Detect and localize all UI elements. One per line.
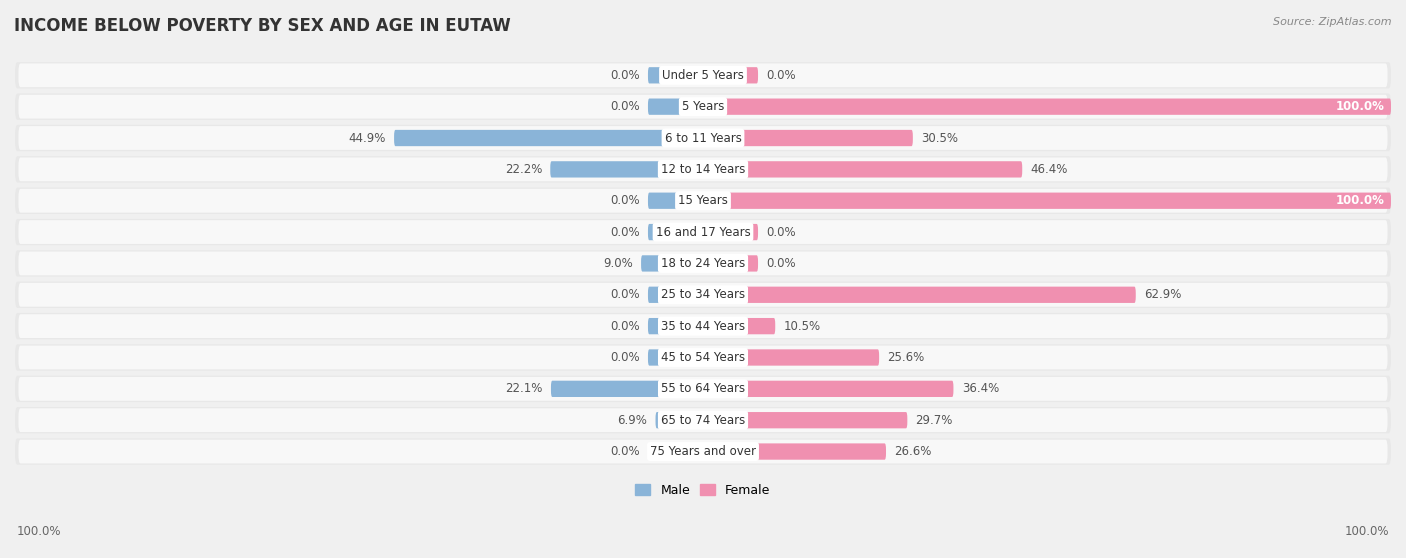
- FancyBboxPatch shape: [18, 220, 1388, 244]
- FancyBboxPatch shape: [648, 287, 703, 303]
- FancyBboxPatch shape: [394, 130, 703, 146]
- FancyBboxPatch shape: [18, 157, 1388, 181]
- Text: 100.0%: 100.0%: [1336, 100, 1384, 113]
- FancyBboxPatch shape: [15, 187, 1391, 214]
- FancyBboxPatch shape: [703, 381, 953, 397]
- FancyBboxPatch shape: [648, 444, 703, 460]
- FancyBboxPatch shape: [703, 287, 1136, 303]
- FancyBboxPatch shape: [648, 67, 703, 84]
- FancyBboxPatch shape: [648, 349, 703, 365]
- Text: 0.0%: 0.0%: [610, 445, 640, 458]
- Text: 25 to 34 Years: 25 to 34 Years: [661, 288, 745, 301]
- FancyBboxPatch shape: [18, 189, 1388, 213]
- Text: 18 to 24 Years: 18 to 24 Years: [661, 257, 745, 270]
- Text: 0.0%: 0.0%: [610, 225, 640, 239]
- Text: 6.9%: 6.9%: [617, 413, 647, 427]
- Text: Under 5 Years: Under 5 Years: [662, 69, 744, 82]
- FancyBboxPatch shape: [703, 130, 912, 146]
- Text: 0.0%: 0.0%: [610, 288, 640, 301]
- FancyBboxPatch shape: [18, 408, 1388, 432]
- Text: 55 to 64 Years: 55 to 64 Years: [661, 382, 745, 395]
- FancyBboxPatch shape: [15, 376, 1391, 402]
- FancyBboxPatch shape: [15, 125, 1391, 151]
- FancyBboxPatch shape: [18, 283, 1388, 307]
- Text: 36.4%: 36.4%: [962, 382, 998, 395]
- Text: 0.0%: 0.0%: [610, 100, 640, 113]
- FancyBboxPatch shape: [703, 161, 1022, 177]
- Text: 16 and 17 Years: 16 and 17 Years: [655, 225, 751, 239]
- FancyBboxPatch shape: [703, 255, 758, 272]
- FancyBboxPatch shape: [15, 439, 1391, 465]
- FancyBboxPatch shape: [550, 161, 703, 177]
- FancyBboxPatch shape: [703, 193, 1391, 209]
- Text: INCOME BELOW POVERTY BY SEX AND AGE IN EUTAW: INCOME BELOW POVERTY BY SEX AND AGE IN E…: [14, 17, 510, 35]
- Text: 22.2%: 22.2%: [505, 163, 541, 176]
- FancyBboxPatch shape: [703, 99, 1391, 115]
- FancyBboxPatch shape: [15, 62, 1391, 89]
- FancyBboxPatch shape: [18, 345, 1388, 369]
- Text: 65 to 74 Years: 65 to 74 Years: [661, 413, 745, 427]
- Text: 10.5%: 10.5%: [783, 320, 821, 333]
- FancyBboxPatch shape: [18, 314, 1388, 338]
- FancyBboxPatch shape: [655, 412, 703, 429]
- Text: 9.0%: 9.0%: [603, 257, 633, 270]
- FancyBboxPatch shape: [648, 193, 703, 209]
- FancyBboxPatch shape: [15, 94, 1391, 120]
- Text: 12 to 14 Years: 12 to 14 Years: [661, 163, 745, 176]
- FancyBboxPatch shape: [648, 224, 703, 240]
- FancyBboxPatch shape: [15, 156, 1391, 182]
- Text: 100.0%: 100.0%: [17, 526, 62, 538]
- Text: 26.6%: 26.6%: [894, 445, 932, 458]
- FancyBboxPatch shape: [18, 377, 1388, 401]
- FancyBboxPatch shape: [703, 349, 879, 365]
- Text: 15 Years: 15 Years: [678, 194, 728, 207]
- FancyBboxPatch shape: [15, 344, 1391, 371]
- Text: 75 Years and over: 75 Years and over: [650, 445, 756, 458]
- Text: 45 to 54 Years: 45 to 54 Years: [661, 351, 745, 364]
- Text: 25.6%: 25.6%: [887, 351, 925, 364]
- Text: 30.5%: 30.5%: [921, 132, 957, 145]
- Text: 0.0%: 0.0%: [610, 194, 640, 207]
- Text: 0.0%: 0.0%: [766, 225, 796, 239]
- FancyBboxPatch shape: [703, 318, 775, 334]
- FancyBboxPatch shape: [15, 219, 1391, 246]
- Text: 0.0%: 0.0%: [610, 69, 640, 82]
- FancyBboxPatch shape: [18, 252, 1388, 275]
- Text: 29.7%: 29.7%: [915, 413, 953, 427]
- Text: 0.0%: 0.0%: [610, 320, 640, 333]
- Text: 6 to 11 Years: 6 to 11 Years: [665, 132, 741, 145]
- FancyBboxPatch shape: [703, 412, 907, 429]
- Text: 44.9%: 44.9%: [349, 132, 385, 145]
- Text: 100.0%: 100.0%: [1336, 194, 1384, 207]
- Text: 62.9%: 62.9%: [1144, 288, 1181, 301]
- Text: 0.0%: 0.0%: [766, 69, 796, 82]
- FancyBboxPatch shape: [703, 444, 886, 460]
- FancyBboxPatch shape: [15, 282, 1391, 308]
- FancyBboxPatch shape: [648, 318, 703, 334]
- FancyBboxPatch shape: [18, 126, 1388, 150]
- FancyBboxPatch shape: [703, 224, 758, 240]
- Text: 100.0%: 100.0%: [1344, 526, 1389, 538]
- FancyBboxPatch shape: [551, 381, 703, 397]
- FancyBboxPatch shape: [18, 64, 1388, 87]
- Text: 35 to 44 Years: 35 to 44 Years: [661, 320, 745, 333]
- FancyBboxPatch shape: [648, 99, 703, 115]
- FancyBboxPatch shape: [18, 95, 1388, 119]
- FancyBboxPatch shape: [15, 313, 1391, 339]
- FancyBboxPatch shape: [641, 255, 703, 272]
- Text: Source: ZipAtlas.com: Source: ZipAtlas.com: [1274, 17, 1392, 27]
- FancyBboxPatch shape: [703, 67, 758, 84]
- Text: 0.0%: 0.0%: [766, 257, 796, 270]
- FancyBboxPatch shape: [18, 440, 1388, 464]
- FancyBboxPatch shape: [15, 251, 1391, 277]
- Text: 5 Years: 5 Years: [682, 100, 724, 113]
- Text: 0.0%: 0.0%: [610, 351, 640, 364]
- Text: 46.4%: 46.4%: [1031, 163, 1069, 176]
- FancyBboxPatch shape: [15, 407, 1391, 434]
- Legend: Male, Female: Male, Female: [630, 479, 776, 502]
- Text: 22.1%: 22.1%: [505, 382, 543, 395]
